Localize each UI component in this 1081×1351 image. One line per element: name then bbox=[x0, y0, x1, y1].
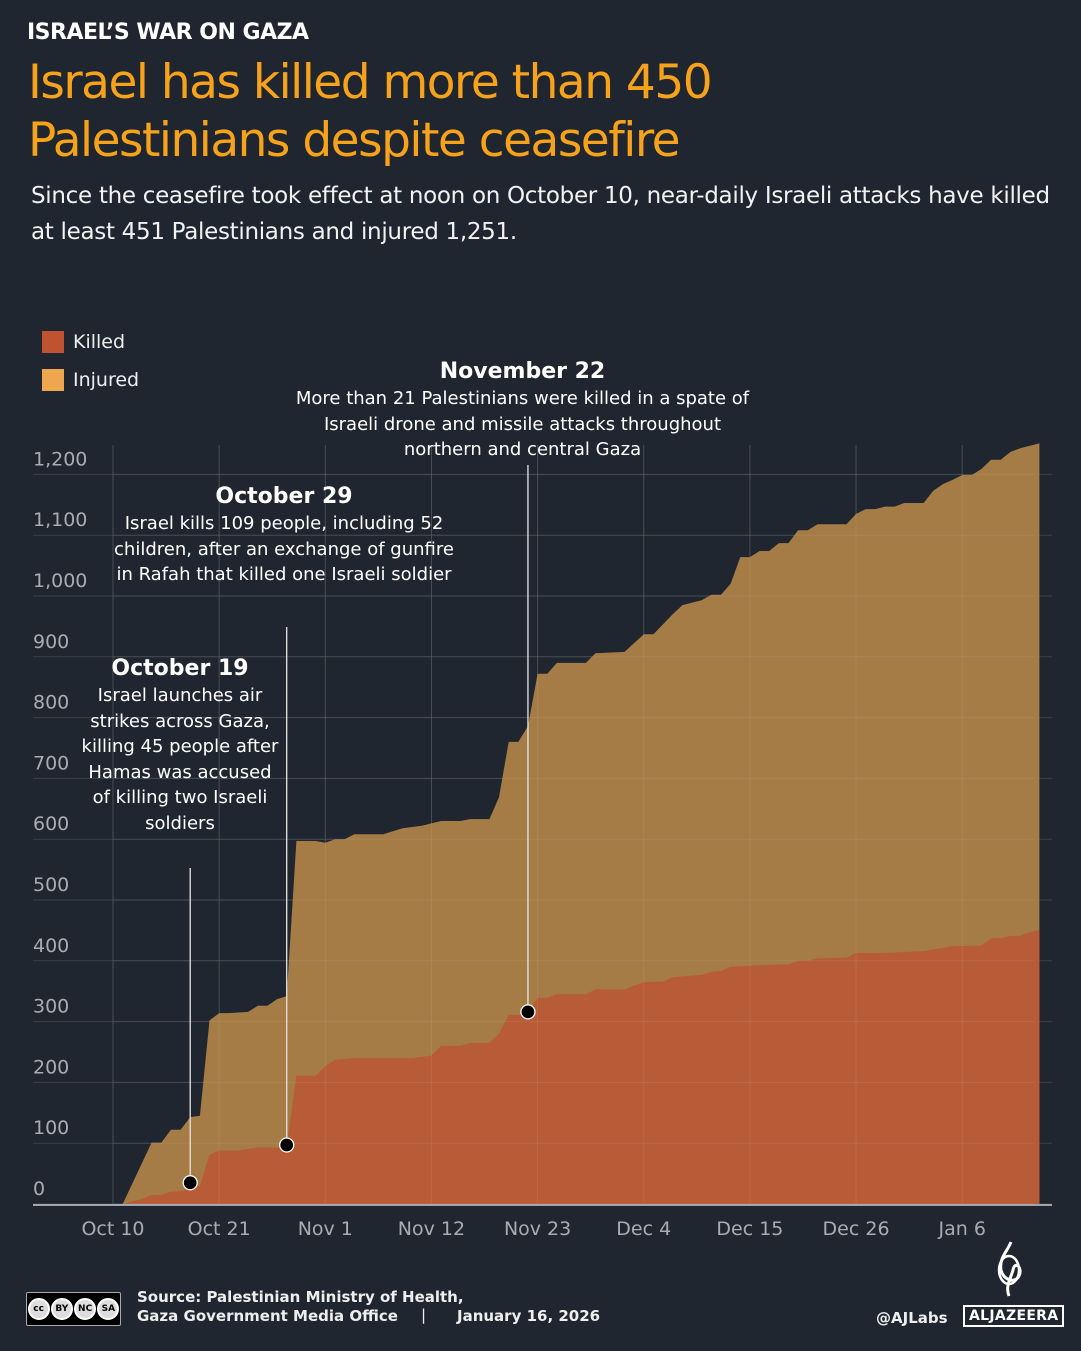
title-line-1: Israel has killed more than 450 bbox=[28, 55, 713, 110]
y-tick-label: 500 bbox=[33, 874, 69, 896]
x-tick-label: Jan 6 bbox=[937, 1218, 985, 1240]
annotation-marker bbox=[279, 1137, 295, 1153]
annotation-text: More than 21 Palestinians were killed in… bbox=[295, 388, 750, 460]
y-tick-label: 300 bbox=[33, 996, 69, 1018]
annotation-marker bbox=[182, 1175, 198, 1191]
kicker: ISRAEL’S WAR ON GAZA bbox=[27, 20, 309, 45]
legend-item-killed: Killed bbox=[42, 331, 125, 353]
legend-swatch-injured bbox=[42, 369, 64, 391]
annotation-date: November 22 bbox=[439, 359, 606, 384]
x-tick-label: Oct 21 bbox=[188, 1218, 251, 1240]
y-tick-label: 700 bbox=[33, 752, 69, 774]
separator: | bbox=[421, 1306, 427, 1324]
area-killed bbox=[122, 929, 1040, 1204]
source-line-1: Source: Palestinian Ministry of Health, bbox=[137, 1288, 464, 1306]
y-tick-label: 0 bbox=[33, 1178, 45, 1200]
publish-date: January 16, 2026 bbox=[457, 1307, 601, 1325]
y-tick-label: 1,100 bbox=[33, 509, 87, 531]
annotation-text: Israel kills 109 people, including 52 ch… bbox=[114, 513, 454, 585]
y-tick-label: 900 bbox=[33, 631, 69, 653]
y-tick-label: 1,200 bbox=[33, 448, 87, 470]
source-line-2: Gaza Government Media Office bbox=[137, 1307, 398, 1325]
x-tick-label: Dec 4 bbox=[616, 1218, 671, 1240]
sa-icon: SA bbox=[97, 1298, 120, 1320]
annotation-marker bbox=[520, 1004, 536, 1020]
aljazeera-brand: ALJAZEERA bbox=[963, 1305, 1065, 1327]
title-line-2: Palestinians despite ceasefire bbox=[28, 113, 681, 168]
legend-label-killed: Killed bbox=[73, 331, 126, 353]
annotation-oct-19: October 19 Israel launches air strikes a… bbox=[80, 655, 280, 836]
y-tick-label: 100 bbox=[33, 1117, 69, 1139]
annotation-text: Israel launches air strikes across Gaza,… bbox=[81, 685, 279, 834]
by-icon: BY bbox=[50, 1298, 73, 1320]
y-tick-label: 200 bbox=[33, 1056, 69, 1078]
x-tick-label: Dec 26 bbox=[823, 1218, 890, 1240]
x-tick-label: Nov 23 bbox=[504, 1218, 571, 1240]
cc-icon: cc bbox=[27, 1298, 50, 1320]
y-tick-label: 600 bbox=[33, 813, 69, 835]
handle: @AJLabs bbox=[876, 1309, 948, 1327]
aljazeera-logo-icon bbox=[997, 1241, 1022, 1297]
creative-commons-badge: cc BY NC SA bbox=[26, 1292, 121, 1326]
source: Source: Palestinian Ministry of Health, … bbox=[137, 1288, 464, 1326]
legend-item-injured: Injured bbox=[42, 369, 139, 391]
legend-label-injured: Injured bbox=[73, 369, 140, 391]
y-tick-label: 400 bbox=[33, 935, 69, 957]
annotation-date: October 19 bbox=[111, 656, 249, 681]
nc-icon: NC bbox=[74, 1298, 97, 1320]
legend-swatch-killed bbox=[42, 331, 64, 353]
y-tick-label: 1,000 bbox=[33, 570, 87, 592]
x-tick-label: Nov 1 bbox=[298, 1218, 353, 1240]
annotation-date: October 29 bbox=[215, 484, 353, 509]
page-title: Israel has killed more than 450 Palestin… bbox=[28, 54, 713, 170]
x-tick-label: Nov 12 bbox=[398, 1218, 465, 1240]
x-tick-label: Oct 10 bbox=[81, 1218, 144, 1240]
subtitle: Since the ceasefire took effect at noon … bbox=[31, 183, 1050, 245]
x-tick-label: Dec 15 bbox=[716, 1218, 783, 1240]
annotation-nov-22: November 22 More than 21 Palestinians we… bbox=[285, 358, 760, 463]
annotation-oct-29: October 29 Israel kills 109 people, incl… bbox=[114, 483, 454, 588]
y-tick-label: 800 bbox=[33, 692, 69, 714]
